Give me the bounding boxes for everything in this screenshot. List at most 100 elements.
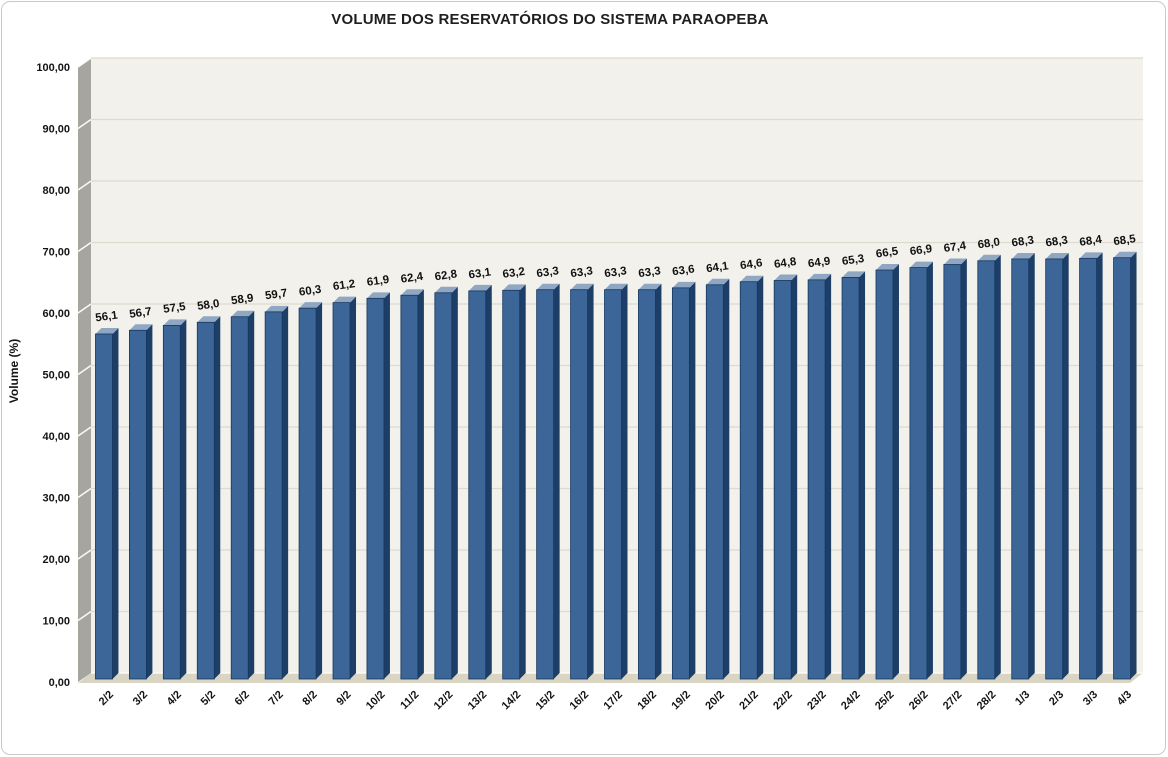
bar-top-face xyxy=(366,292,390,299)
bar-side-face xyxy=(146,324,153,679)
x-tick-label: 3/2 xyxy=(131,689,150,708)
bar xyxy=(570,289,588,680)
bar-value-label: 58,9 xyxy=(230,292,254,307)
bar-side-face xyxy=(892,264,899,679)
x-tick-label: 26/2 xyxy=(907,689,931,713)
bar-side-face xyxy=(825,273,832,679)
bar-value-label: 63,3 xyxy=(604,265,628,280)
y-tick-label: 90,00 xyxy=(42,124,70,136)
bar-side-face xyxy=(553,283,560,679)
y-tick-label: 70,00 xyxy=(42,247,70,259)
bar-side-face xyxy=(180,319,187,679)
y-tick-label: 80,00 xyxy=(42,185,70,197)
bar-top-face xyxy=(536,283,560,290)
bar-top-face xyxy=(570,283,594,290)
bar xyxy=(604,289,622,680)
y-tick-label: 60,00 xyxy=(42,308,70,320)
x-tick-label: 22/2 xyxy=(771,689,795,713)
bar xyxy=(400,294,419,680)
bar-value-label: 62,4 xyxy=(400,271,424,286)
bar-side-face xyxy=(757,275,764,679)
bar-value-label: 60,3 xyxy=(298,284,322,299)
bar-side-face xyxy=(383,292,390,679)
bar-top-face xyxy=(197,316,221,323)
bar-value-label: 61,9 xyxy=(366,274,390,289)
x-tick-label: 17/2 xyxy=(601,689,625,713)
bar xyxy=(129,329,147,680)
bar xyxy=(1045,258,1064,680)
bar-top-face xyxy=(1045,252,1069,259)
x-tick-label: 2/3 xyxy=(1047,689,1066,708)
bar xyxy=(536,289,555,680)
bar-side-face xyxy=(994,254,1001,680)
bar-top-face xyxy=(604,283,628,290)
bar-top-face xyxy=(502,284,526,291)
bar xyxy=(671,287,690,680)
bar-value-label: 66,5 xyxy=(875,245,899,260)
bar-top-face xyxy=(774,274,798,281)
bar-value-label: 66,9 xyxy=(909,243,933,258)
x-tick-label: 14/2 xyxy=(500,689,524,713)
x-tick-label: 7/2 xyxy=(266,689,285,708)
bar xyxy=(502,289,521,680)
grid-line-wall-segment xyxy=(77,487,92,499)
bar-value-label: 64,8 xyxy=(773,256,797,271)
bar-top-face xyxy=(1079,252,1103,259)
chart-title: VOLUME DOS RESERVATÓRIOS DO SISTEMA PARA… xyxy=(331,11,769,28)
x-tick-label: 21/2 xyxy=(737,689,761,713)
bar xyxy=(230,316,249,680)
grid-line-wall-segment xyxy=(77,180,92,191)
bar xyxy=(332,302,351,680)
bar-side-face xyxy=(519,284,526,679)
bar-top-face xyxy=(706,278,730,285)
grid-line-wall-segment xyxy=(77,426,92,437)
x-tick-label: 10/2 xyxy=(364,689,388,713)
x-tick-label: 11/2 xyxy=(398,689,421,712)
bar-side-face xyxy=(417,289,424,679)
bar-top-face xyxy=(1011,252,1035,259)
bar-top-face xyxy=(231,310,255,317)
bar-top-face xyxy=(672,281,696,288)
bar-value-label: 63,3 xyxy=(570,265,594,280)
x-tick-label: 9/2 xyxy=(334,689,353,708)
bar xyxy=(95,333,113,680)
bar-value-label: 56,1 xyxy=(95,309,119,324)
x-tick-label: 19/2 xyxy=(669,689,693,713)
bar-top-face xyxy=(943,258,967,265)
bar-side-face xyxy=(689,281,696,679)
y-tick-label: 100,00 xyxy=(36,62,70,74)
grid-line-wall-segment xyxy=(77,118,92,130)
grid-line-wall-segment xyxy=(77,303,92,314)
bar-value-label: 68,5 xyxy=(1113,233,1137,248)
y-tick-label: 50,00 xyxy=(42,370,70,382)
bar xyxy=(196,321,215,680)
bar-side-face xyxy=(1096,252,1103,679)
bar-top-face xyxy=(95,327,119,334)
bar-value-label: 59,7 xyxy=(264,287,288,302)
bar xyxy=(943,264,962,680)
bar-side-face xyxy=(926,261,933,679)
x-tick-label: 13/2 xyxy=(466,689,490,713)
y-tick-label: 20,00 xyxy=(42,554,70,566)
x-tick-label: 6/2 xyxy=(233,689,252,708)
bar-value-label: 61,2 xyxy=(332,278,356,293)
bar-top-face xyxy=(265,305,289,312)
bar-top-face xyxy=(468,284,492,291)
bar-value-label: 68,0 xyxy=(977,236,1001,251)
bar-top-face xyxy=(842,271,866,278)
bar-value-label: 68,3 xyxy=(1045,234,1069,249)
bar-side-face xyxy=(791,274,798,679)
bar-side-face xyxy=(960,258,967,679)
bar-top-face xyxy=(333,296,357,303)
bar-value-label: 58,0 xyxy=(196,298,220,313)
bar-value-label: 62,8 xyxy=(434,268,458,283)
x-tick-label: 16/2 xyxy=(568,689,592,713)
x-tick-label: 23/2 xyxy=(805,689,829,713)
bar-top-face xyxy=(909,261,933,268)
x-tick-label: 15/2 xyxy=(534,689,558,713)
bar-value-label: 63,2 xyxy=(502,266,526,281)
bar-value-label: 57,5 xyxy=(162,301,186,316)
bar xyxy=(162,324,181,680)
x-tick-label: 8/2 xyxy=(300,689,319,708)
